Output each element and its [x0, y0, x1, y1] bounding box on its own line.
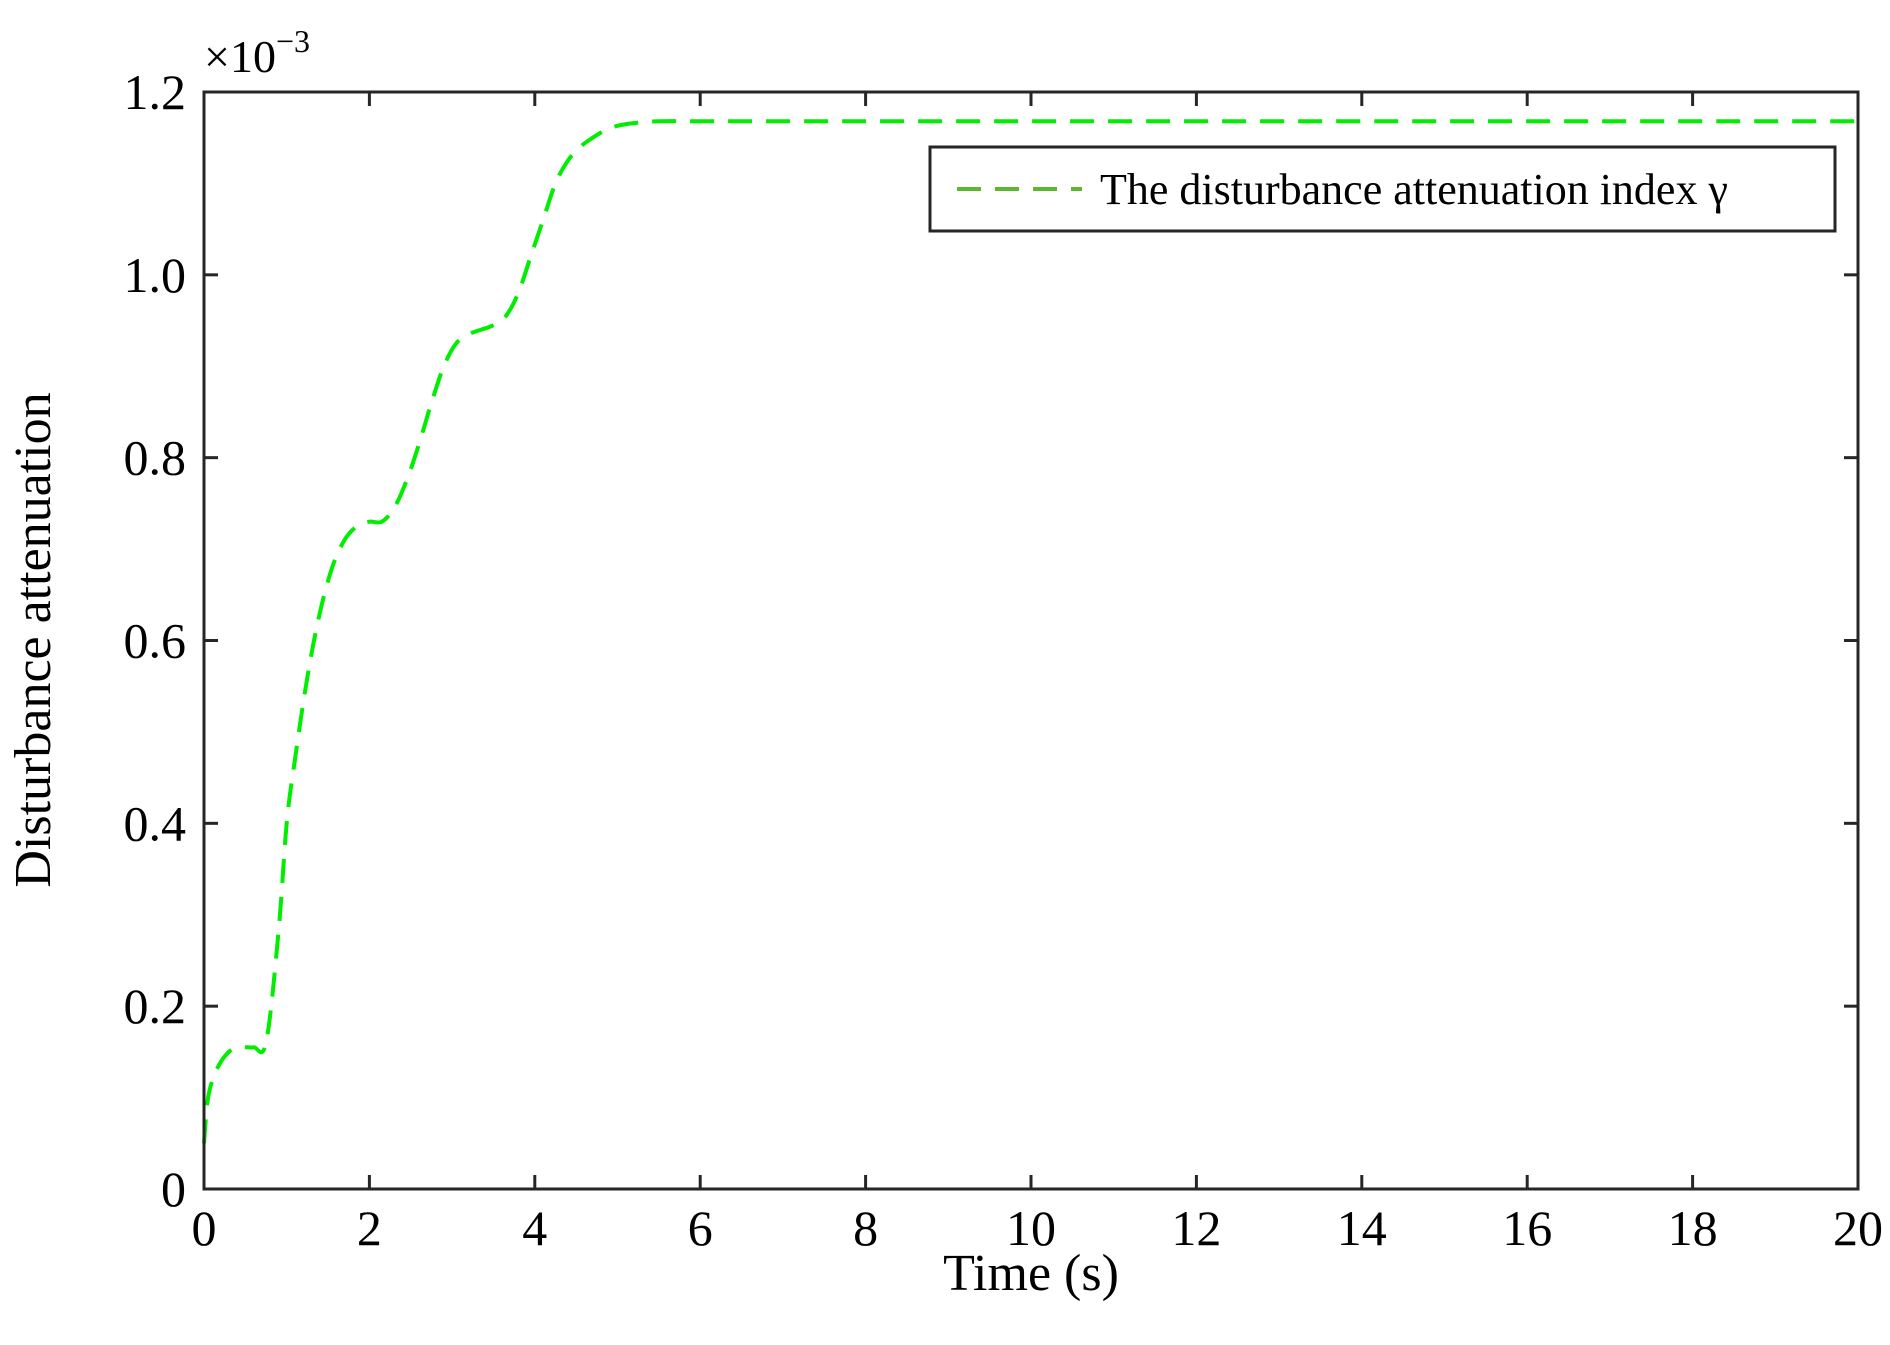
x-tick-label: 12 — [1171, 1200, 1221, 1256]
y-multiplier-exponent: −3 — [276, 23, 310, 59]
x-axis-label: Time (s) — [943, 1245, 1119, 1302]
x-tick-label: 8 — [853, 1200, 878, 1256]
tick-labels: 0 2 4 6 8 10 12 14 16 18 20 0 0.2 0.4 0.6 0.8 1.0 1.2 — [124, 64, 1884, 1256]
y-tick-label: 0.6 — [124, 613, 187, 669]
legend-label: The disturbance attenuation index γ — [1100, 165, 1728, 214]
plot-frame — [202, 90, 1860, 1191]
y-multiplier-base: ×10 — [204, 31, 276, 82]
x-tick-label: 6 — [688, 1200, 713, 1256]
x-tick-label: 2 — [357, 1200, 382, 1256]
plot-area — [204, 92, 1858, 1189]
x-tick-label: 16 — [1502, 1200, 1552, 1256]
y-tick-label: 1.0 — [124, 247, 187, 303]
x-tick-label: 18 — [1668, 1200, 1718, 1256]
x-tick-label: 14 — [1337, 1200, 1387, 1256]
y-multiplier: ×10−3 — [204, 23, 310, 82]
y-axis-label: Disturbance attenuation — [5, 392, 62, 887]
series-layer — [202, 119, 1858, 1144]
x-tick-label: 4 — [522, 1200, 547, 1256]
y-tick-label: 0.4 — [124, 795, 187, 851]
y-tick-label: 0.8 — [124, 430, 187, 486]
x-tick-label: 20 — [1833, 1200, 1883, 1256]
y-tick-label: 1.2 — [124, 64, 187, 120]
x-tick-label: 10 — [1006, 1200, 1056, 1256]
legend: The disturbance attenuation index γ — [928, 145, 1837, 233]
y-tick-label: 0.2 — [124, 978, 187, 1034]
y-tick-label: 0 — [161, 1161, 186, 1217]
x-tick-label: 0 — [192, 1200, 217, 1256]
series-line-0 — [202, 119, 1858, 1144]
